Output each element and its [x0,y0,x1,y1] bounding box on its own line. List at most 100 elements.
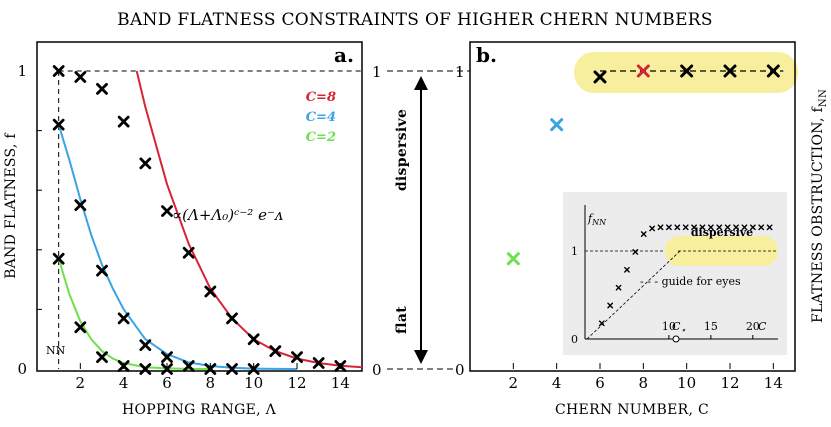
inset-point-12 [682,224,689,231]
inset-point-17 [724,224,731,231]
data-point-C2-3 [96,351,108,363]
data-point-C8-4 [117,115,130,128]
inset-point-2 [598,320,605,327]
data-point-C8-11 [269,345,282,358]
inset-cstar: C⋆ [672,320,686,336]
data-point-C8-12 [291,351,303,363]
figure-title: BAND FLATNESS CONSTRAINTS OF HIGHER CHER… [117,10,713,30]
panel-b-point-C4 [550,118,564,132]
panel-b-ylabel-main: FLATNESS OBSTRUCTION, f [810,106,826,323]
inset-guide-label: - - - guide for eyes [640,275,741,288]
data-point-C8-7 [182,246,195,259]
panel-b-point-C14 [766,64,780,78]
fit-curve-C8 [135,70,363,369]
scale-arrow-up-head [414,76,428,90]
inset-cstar-marker [672,335,680,343]
fit-curve-C4 [57,124,298,370]
panel-a-frame [36,41,363,372]
inset-point-4 [615,284,622,291]
inset-background [563,192,787,355]
inset-point-16 [716,224,723,231]
panel-b-label: b. [476,43,497,67]
inset-xtick-label: 15 [704,320,718,333]
inset-point-9 [657,224,664,231]
panel-b-point-C6 [593,70,607,84]
data-point-C4-9 [226,363,238,375]
panel-b-xtick-label: 10 [677,374,696,392]
inset-point-10 [666,224,672,231]
panel-b-xtick-label: 4 [552,374,562,392]
inset-point-13 [691,224,697,231]
inset-point-15 [707,224,714,231]
fit-formula: ∝(Λ+Λ₀)ᶜ⁻² e⁻ᴧ [172,206,283,224]
panel-b-point-C2 [506,252,520,266]
inset-point-3 [607,302,614,309]
panel-a-xtick-label: 2 [76,374,86,392]
panel-a-xtick-label: 8 [206,374,216,392]
data-point-C4-1 [52,118,65,131]
inset-ylabel-main: f [587,212,594,225]
inset-point-7 [640,231,647,237]
fit-curve-C2 [57,258,211,370]
panel-a-xtick-label: 4 [119,374,129,392]
inset-point-8 [649,225,656,232]
panel-a-xtick-label: 6 [162,374,172,392]
data-point-C8-6 [161,205,173,217]
inset-point-20 [749,224,756,231]
panel-b-xtick-label: 2 [509,374,519,392]
inset-cstar-sub: ⋆ [680,326,686,336]
scale-top-label: 1 [372,63,382,81]
inset-point-5 [624,266,630,273]
panel-a-xtick-label: 10 [244,374,263,392]
panel-b-xtick-label: 8 [639,374,649,392]
panel-b-ytick-1: 1 [455,63,465,81]
panel-a: a. 2 4 6 8 10 12 14 0 1 C=8 C=4 C=2 ∝(Λ+Λ₀)ᶜ⁻² e… [3,41,363,418]
data-point-C4-5 [139,339,152,352]
data-point-C8-8 [204,285,217,298]
inset-cstar-main: C [672,320,681,333]
inset-point-14 [699,224,706,231]
panel-b-xtick-label: 6 [595,374,605,392]
panel-a-xlabel: HOPPING RANGE, Λ [122,402,277,418]
panel-b-point-C8 [636,64,650,78]
data-point-C4-6 [161,351,173,363]
label-dispersive: dispersive [394,109,410,191]
panel-a-ytick-label: 1 [17,62,27,80]
nn-label: NN [46,344,66,357]
inset-ylabel: fNN [587,212,607,227]
legend-c2: C=2 [306,130,336,145]
data-point-C8-2 [74,71,87,83]
panel-a-ytick-label: 0 [17,360,27,378]
inset-xtick-label: 20 [746,320,760,333]
inset-point-22 [766,224,773,231]
panel-b-ylabel: FLATNESS OBSTRUCTION, fNN [810,89,829,323]
data-point-C8-1 [52,65,65,77]
inset-point-21 [758,224,765,231]
data-point-C4-4 [117,312,130,325]
flatness-scale: 1 0 dispersive flat [372,63,470,379]
data-point-C4-7 [182,360,195,372]
inset-xtick-label: 10 [662,320,676,333]
panel-b-ylabel-sub: NN [818,89,829,107]
legend-c8: C=8 [306,90,336,105]
scale-bottom-label: 0 [372,361,382,379]
panel-b: 1 0 b. 2 4 6 8 10 12 14 CHERN NUMBER, C FLATNE… [455,41,829,418]
inset-highlight [665,236,778,266]
panel-a-ylabel: BAND FLATNESS, f [3,132,19,279]
panel-b-point-C10 [680,64,694,78]
panel-b-xtick-label: 14 [764,374,783,392]
inset-ytick-1: 1 [571,245,578,258]
panel-a-xtick-label: 12 [287,374,306,392]
scale-arrow-down-head [414,350,428,364]
panel-b-xlabel: CHERN NUMBER, C [555,402,709,418]
data-point-C8-10 [247,333,260,346]
data-point-C8-5 [139,157,152,170]
data-point-C2-1 [52,252,65,265]
data-point-C8-9 [226,312,238,325]
inset-c-axis-label: C [758,320,767,333]
panel-b-frame [469,41,796,372]
panel-a-xtick-label: 14 [331,374,350,392]
inset-point-18 [733,224,739,231]
panel-b-xtick-label: 12 [720,374,739,392]
